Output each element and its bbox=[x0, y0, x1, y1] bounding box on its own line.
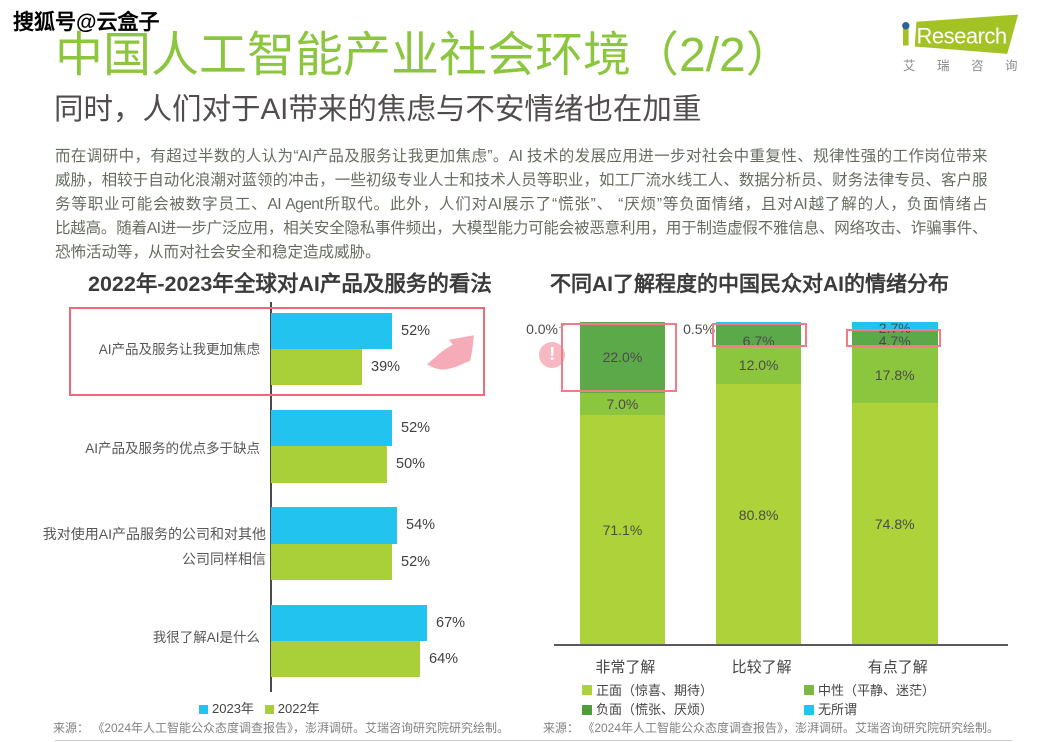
svg-text:艾瑞咨询: 艾瑞咨询 bbox=[903, 58, 1035, 73]
svg-text:Research: Research bbox=[917, 23, 1007, 48]
